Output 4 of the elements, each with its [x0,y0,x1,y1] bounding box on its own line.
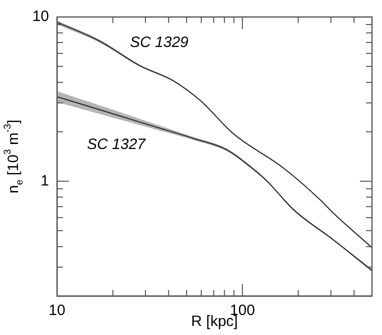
annotation: SC 1327 [87,136,146,154]
y-axis-title: ne [103 m-3] [2,120,26,194]
y-tick-label: 1 [40,172,49,190]
annotation: SC 1329 [130,34,190,52]
